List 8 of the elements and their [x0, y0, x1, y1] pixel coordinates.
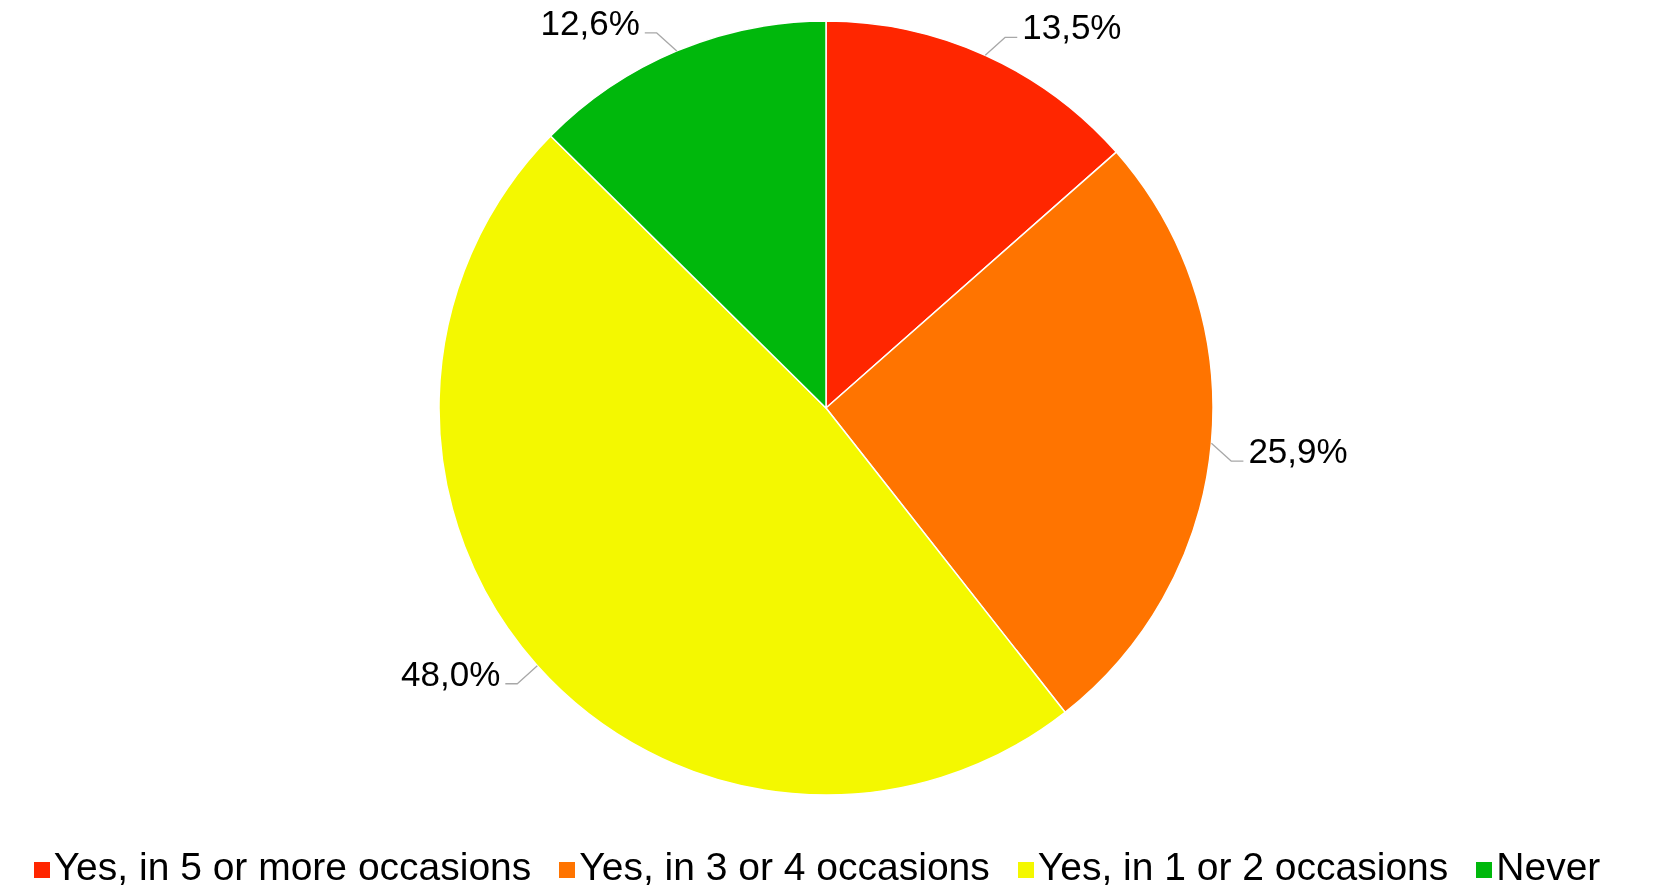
legend-label: Yes, in 1 or 2 occasions [1037, 845, 1449, 888]
legend-label: Never [1496, 845, 1601, 888]
legend-label: Yes, in 3 or 4 occasions [579, 845, 990, 888]
data-label: 25,9% [1248, 431, 1348, 471]
data-label: 12,6% [540, 2, 640, 42]
data-label: 48,0% [401, 653, 501, 693]
legend-label: Yes, in 5 or more occasions [53, 845, 532, 888]
data-label: 13,5% [1022, 7, 1122, 47]
